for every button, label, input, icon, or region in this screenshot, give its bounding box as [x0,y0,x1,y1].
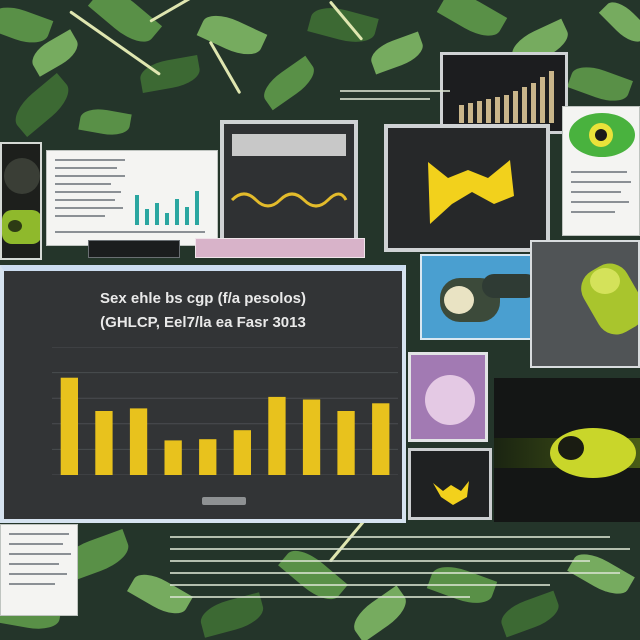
waveform-screen [220,120,358,244]
chart-bar-1 [60,377,78,475]
chart-bar-10 [372,403,390,475]
document-thumbnail-1 [46,150,218,246]
glowing-lens-panel [494,378,640,522]
thumbnail-left-device [0,142,42,260]
yellow-shape-screen [384,124,550,252]
violet-photo [408,352,488,442]
chart-title-block: Sex ehle bs cgp (f/a pesolos) (GHLCP, Ee… [4,287,402,335]
chart-bar-4 [164,440,182,475]
mini-bar-chart-screen [440,52,568,134]
chart-title: Sex ehle bs cgp (f/a pesolos) [100,290,306,307]
document-thumbnail-3 [0,524,78,616]
chart-bar-5 [199,439,217,475]
yellow-shape-small [433,481,469,505]
chart-subtitle: (GHLCP, Eel7/la ea Fasr 3013 [100,314,306,331]
bottom-text-block [170,530,640,610]
chart-bar-9 [337,411,355,475]
chart-footer-label [202,497,246,505]
green-cylinder-panel [530,240,640,368]
chart-bar-7 [268,396,286,475]
yellow-shape-thumbnail [408,448,492,520]
header-text-strip [340,86,460,106]
chart-bar-2 [95,411,113,475]
waveform-graphic [230,192,348,208]
yellow-shape-graphic [428,160,514,224]
chart-bar-8 [302,399,321,475]
bar-chart-plot [52,347,398,475]
pink-strip [195,238,365,258]
toolbar-strip [88,240,180,258]
chart-bar-3 [129,408,148,475]
main-bar-chart-window: Sex ehle bs cgp (f/a pesolos) (GHLCP, Ee… [0,265,406,523]
device-photo-blue [420,254,548,340]
document-thumbnail-2 [562,106,640,236]
chart-bar-6 [233,430,251,475]
